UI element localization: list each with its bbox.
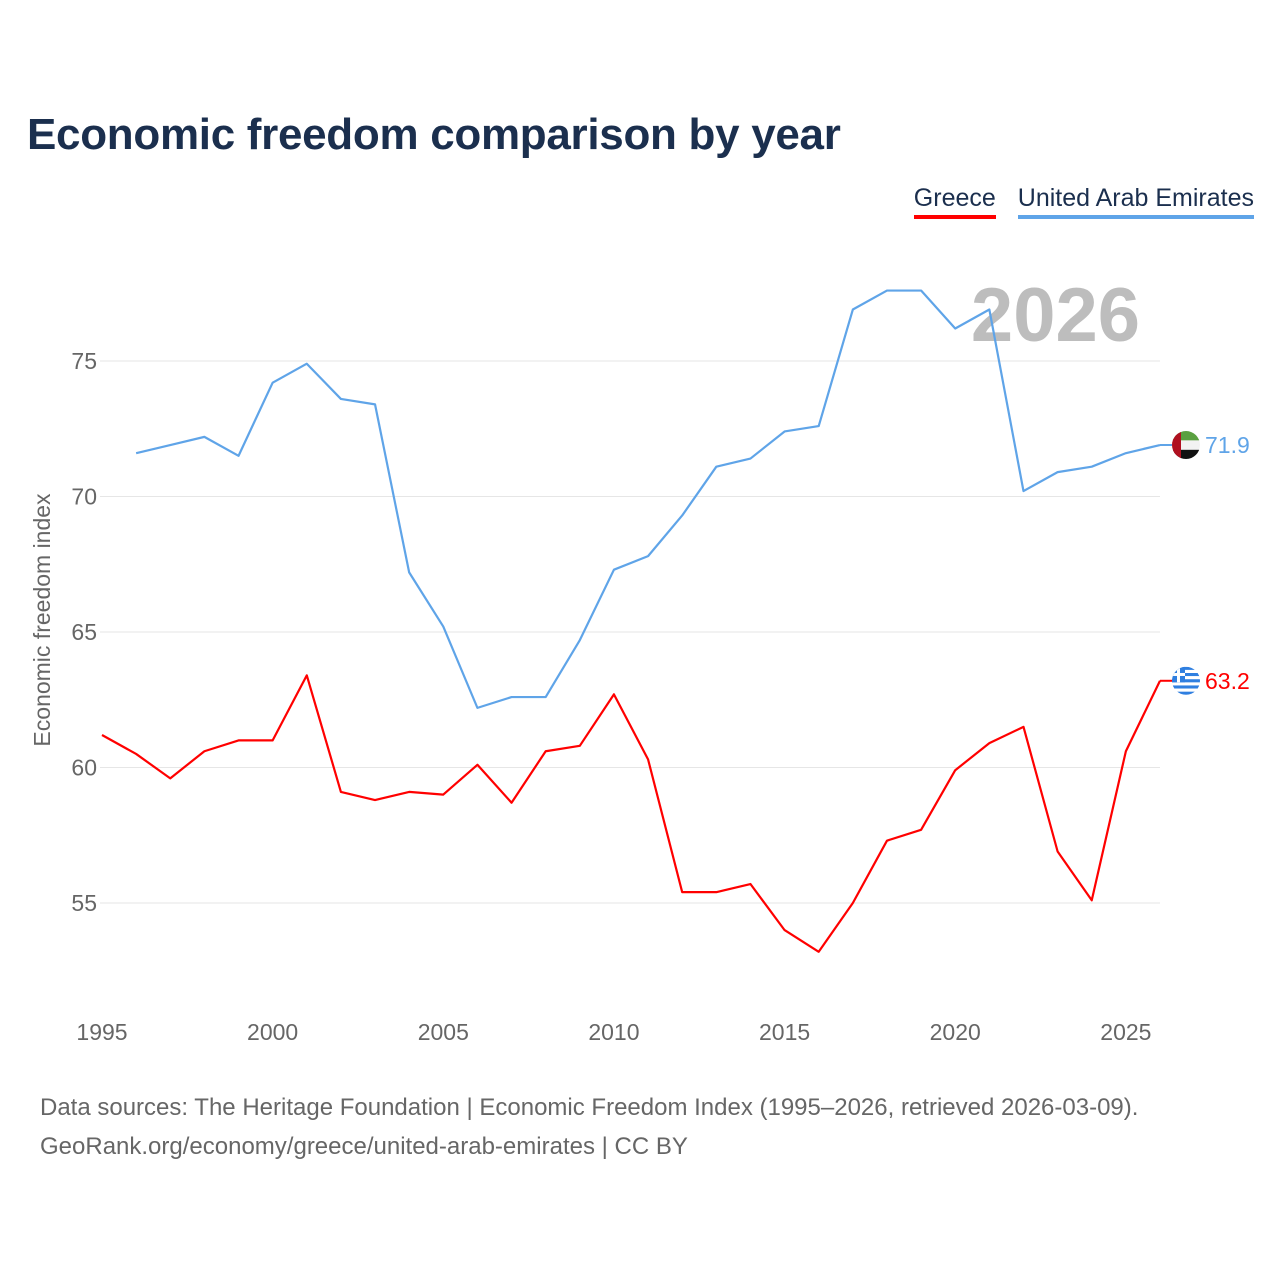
data-point[interactable] [236, 737, 242, 743]
data-point[interactable] [440, 792, 446, 798]
data-point[interactable] [645, 553, 651, 559]
data-point[interactable] [270, 737, 276, 743]
data-point[interactable] [918, 827, 924, 833]
data-point[interactable] [782, 927, 788, 933]
end-value-label: 71.9 [1205, 432, 1250, 458]
data-point[interactable] [1123, 748, 1129, 754]
x-tick-label: 2010 [588, 1019, 639, 1045]
data-point[interactable] [133, 450, 139, 456]
footer-sources: Data sources: The Heritage Foundation | … [40, 1094, 1139, 1121]
data-point[interactable] [1020, 724, 1026, 730]
x-tick-label: 2005 [418, 1019, 469, 1045]
data-point[interactable] [201, 748, 207, 754]
data-point[interactable] [270, 380, 276, 386]
x-tick-label: 2025 [1100, 1019, 1151, 1045]
data-point[interactable] [406, 569, 412, 575]
uae-flag-icon [1172, 431, 1200, 460]
x-tick-label: 2020 [930, 1019, 981, 1045]
data-point[interactable] [474, 762, 480, 768]
data-point[interactable] [543, 694, 549, 700]
data-point[interactable] [1089, 897, 1095, 903]
data-point[interactable] [713, 889, 719, 895]
legend-greece[interactable]: Greece [913, 184, 996, 219]
data-point[interactable] [816, 423, 822, 429]
y-tick-label: 75 [71, 348, 97, 374]
data-point[interactable] [782, 428, 788, 434]
data-point[interactable] [986, 307, 992, 313]
data-point[interactable] [338, 396, 344, 402]
data-point[interactable] [1123, 450, 1129, 456]
data-point[interactable] [747, 456, 753, 462]
data-point[interactable] [679, 889, 685, 895]
data-point[interactable] [201, 434, 207, 440]
data-point[interactable] [611, 691, 617, 697]
y-tick-label: 70 [71, 484, 97, 510]
data-point[interactable] [952, 325, 958, 331]
end-value-label: 63.2 [1205, 668, 1250, 694]
footer-link[interactable]: GeoRank.org/economy/greece/united-arab-e… [40, 1133, 688, 1160]
year-watermark: 2026 [971, 273, 1140, 358]
data-point[interactable] [1020, 488, 1026, 494]
data-point[interactable] [372, 797, 378, 803]
data-point[interactable] [338, 789, 344, 795]
data-point[interactable] [167, 775, 173, 781]
data-point[interactable] [474, 705, 480, 711]
series-line-greece [101, 674, 1161, 953]
data-point[interactable] [440, 624, 446, 630]
y-tick-label: 60 [71, 755, 97, 781]
data-point[interactable] [816, 949, 822, 955]
data-point[interactable] [133, 751, 139, 757]
chart-title: Economic freedom comparison by year [27, 110, 841, 159]
greece-flag-icon [1172, 666, 1200, 695]
data-point[interactable] [952, 767, 958, 773]
data-point[interactable] [986, 740, 992, 746]
data-point[interactable] [372, 401, 378, 407]
data-point[interactable] [1055, 469, 1061, 475]
data-point[interactable] [611, 567, 617, 573]
data-point[interactable] [679, 512, 685, 518]
data-point[interactable] [509, 694, 515, 700]
data-point[interactable] [747, 881, 753, 887]
data-point[interactable] [577, 743, 583, 749]
footer: Data sources: The Heritage Foundation | … [40, 1088, 1138, 1166]
data-point[interactable] [1089, 464, 1095, 470]
x-tick-label: 2015 [759, 1019, 810, 1045]
data-point[interactable] [99, 732, 105, 738]
legend-uae[interactable]: United Arab Emirates [1017, 184, 1254, 219]
y-axis-label: Economic freedom index [29, 493, 55, 747]
data-point[interactable] [167, 442, 173, 448]
data-point[interactable] [884, 288, 890, 294]
data-point[interactable] [304, 361, 310, 367]
data-point[interactable] [1055, 849, 1061, 855]
data-point[interactable] [884, 838, 890, 844]
data-point[interactable] [543, 748, 549, 754]
data-point[interactable] [406, 789, 412, 795]
data-point[interactable] [304, 672, 310, 678]
data-point[interactable] [645, 756, 651, 762]
data-point[interactable] [850, 900, 856, 906]
data-point[interactable] [713, 464, 719, 470]
x-tick-label: 1995 [76, 1019, 127, 1045]
data-point[interactable] [509, 800, 515, 806]
data-point[interactable] [918, 288, 924, 294]
y-tick-label: 55 [71, 890, 97, 916]
x-tick-label: 2000 [247, 1019, 298, 1045]
data-point[interactable] [850, 307, 856, 313]
data-point[interactable] [236, 453, 242, 459]
legend: Greece United Arab Emirates [913, 184, 1254, 219]
data-point[interactable] [577, 637, 583, 643]
series-line-uae [135, 289, 1161, 709]
y-tick-label: 65 [71, 619, 97, 645]
